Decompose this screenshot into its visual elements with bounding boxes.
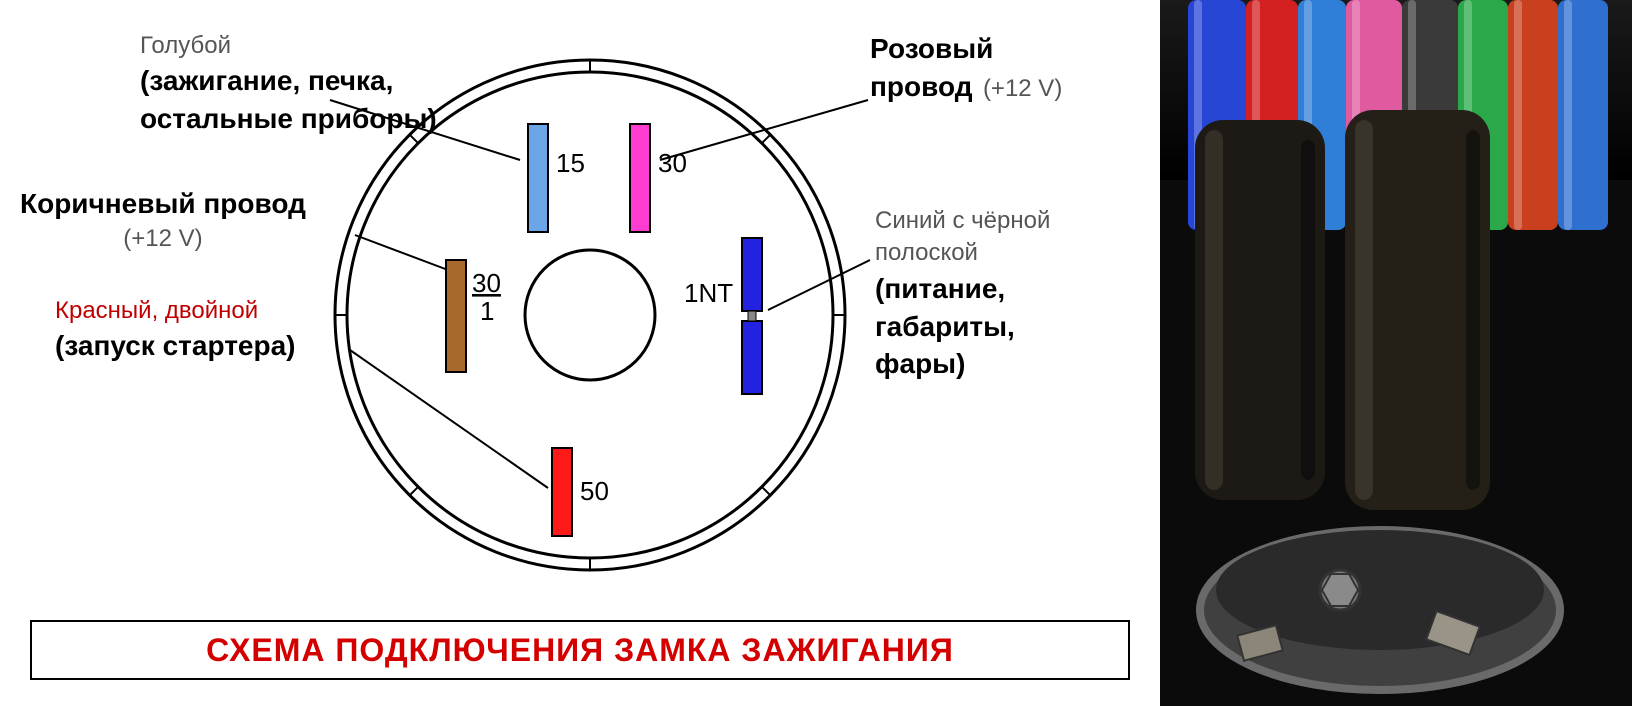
svg-text:15: 15 xyxy=(556,148,585,178)
photo-panel xyxy=(1160,0,1632,706)
ignition-photo xyxy=(1160,0,1632,706)
title-box: СХЕМА ПОДКЛЮЧЕНИЯ ЗАМКА ЗАЖИГАНИЯ xyxy=(30,620,1130,680)
svg-text:30: 30 xyxy=(658,148,687,178)
ignition-diagram: 15303011NT50 xyxy=(0,0,1160,620)
title-text: СХЕМА ПОДКЛЮЧЕНИЯ ЗАМКА ЗАЖИГАНИЯ xyxy=(206,632,954,669)
diagram-panel: Голубой (зажигание, печка, остальные при… xyxy=(0,0,1160,706)
svg-text:1: 1 xyxy=(480,296,494,326)
svg-text:1NT: 1NT xyxy=(684,278,733,308)
svg-text:30: 30 xyxy=(472,268,501,298)
svg-text:50: 50 xyxy=(580,476,609,506)
